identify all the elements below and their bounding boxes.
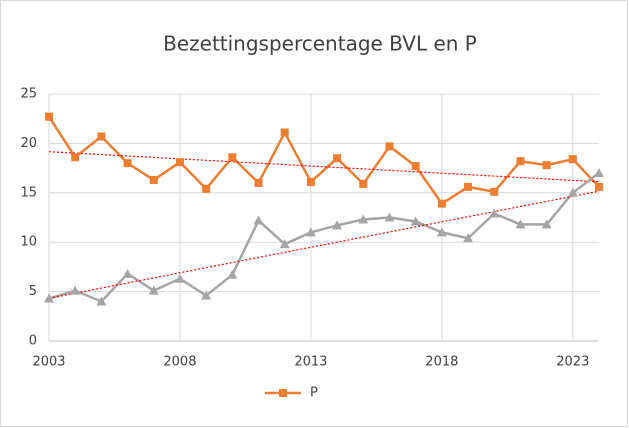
x-tick-label: 2003 [32, 355, 65, 370]
trend-line [48, 190, 600, 299]
marker [149, 175, 158, 184]
marker [411, 162, 420, 171]
marker [436, 227, 447, 237]
marker [45, 112, 53, 121]
marker [410, 216, 421, 226]
series-line [47, 116, 600, 205]
y-tick-label: 5 [29, 284, 37, 299]
marker [332, 220, 343, 230]
marker [594, 168, 604, 178]
marker [122, 268, 133, 278]
marker [253, 215, 264, 225]
marker [437, 199, 446, 208]
marker [96, 296, 107, 306]
marker [306, 177, 315, 186]
marker [541, 219, 552, 229]
marker [123, 159, 132, 168]
y-tick-label: 25 [20, 87, 37, 102]
x-tick-label: 2018 [425, 355, 458, 370]
marker [542, 161, 551, 170]
marker [201, 290, 212, 300]
marker [44, 293, 54, 303]
marker [515, 219, 526, 229]
marker [202, 184, 211, 193]
marker [254, 178, 263, 187]
marker [175, 158, 184, 167]
marker [464, 182, 473, 191]
marker [305, 227, 316, 237]
marker [174, 273, 185, 283]
x-tick-label: 2023 [556, 355, 589, 370]
y-tick-label: 10 [20, 235, 37, 250]
x-tick-label: 2013 [294, 355, 327, 370]
marker [568, 155, 577, 164]
marker [595, 182, 603, 191]
y-tick-label: 0 [29, 334, 37, 349]
legend-label: P [310, 386, 318, 401]
marker [359, 179, 368, 188]
marker [358, 214, 369, 224]
y-tick-label: 15 [20, 185, 37, 200]
marker [227, 269, 238, 279]
marker [463, 233, 474, 243]
series-line [48, 172, 600, 303]
marker [148, 285, 159, 295]
chart-title: Bezettingspercentage BVL en P [163, 32, 477, 56]
marker [490, 187, 499, 196]
marker [279, 239, 290, 249]
marker [228, 153, 237, 162]
legend-marker [279, 389, 287, 397]
marker [385, 142, 394, 151]
marker [516, 157, 525, 166]
x-tick-label: 2008 [163, 355, 196, 370]
marker [280, 128, 289, 137]
marker [567, 187, 578, 197]
marker [70, 285, 81, 295]
marker [384, 212, 395, 222]
marker [489, 208, 500, 218]
marker [97, 132, 106, 141]
y-tick-label: 20 [20, 136, 37, 151]
marker [333, 154, 342, 163]
marker [71, 153, 80, 162]
